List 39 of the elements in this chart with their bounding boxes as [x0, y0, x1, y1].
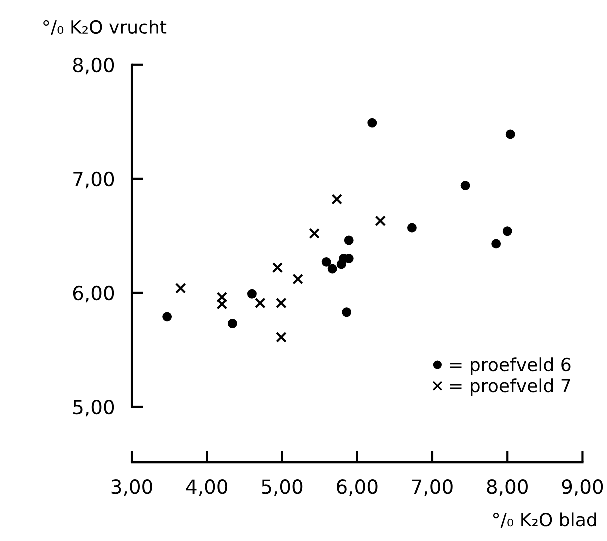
- point: [492, 239, 502, 249]
- legend-label: = proefveld 6: [450, 358, 571, 376]
- x-tick-label: 8,00: [487, 480, 528, 496]
- point: [407, 223, 417, 233]
- point: [216, 298, 228, 310]
- point: [506, 130, 516, 140]
- point: [162, 312, 172, 322]
- point: [342, 308, 352, 318]
- point: [332, 194, 343, 205]
- point: [460, 181, 470, 191]
- x-axis-title: °/₀ K₂O blad: [493, 512, 596, 528]
- point: [368, 118, 378, 128]
- point: [328, 264, 338, 274]
- point: [309, 228, 320, 240]
- point: [228, 319, 238, 328]
- y-tick-label: 7,00: [74, 172, 114, 189]
- point: [272, 262, 284, 274]
- y-tick-label: 5,00: [74, 400, 114, 417]
- y-axis-title: °/₀ K₂O vrucht: [44, 20, 167, 36]
- point: [276, 332, 287, 343]
- x-tick-label: 7,00: [412, 480, 453, 496]
- x-tick-label: 9,00: [562, 480, 604, 496]
- legend-label: = proefveld 7: [450, 378, 570, 396]
- x-tick-label: 3,00: [112, 480, 152, 496]
- y-tick-label: 6,00: [73, 286, 114, 303]
- point: [216, 292, 228, 303]
- point: [276, 298, 287, 309]
- point: [375, 216, 386, 227]
- point: [502, 226, 512, 236]
- x-tick-label: 5,00: [262, 480, 303, 496]
- x-tick-label: 4,00: [186, 480, 228, 496]
- point: [322, 257, 332, 267]
- point: [247, 289, 257, 299]
- x-tick-label: 6,00: [337, 480, 378, 496]
- point: [175, 282, 186, 294]
- point: [344, 236, 354, 246]
- point: [292, 274, 304, 285]
- y-tick-label: 8,00: [73, 58, 114, 75]
- point: [255, 298, 266, 309]
